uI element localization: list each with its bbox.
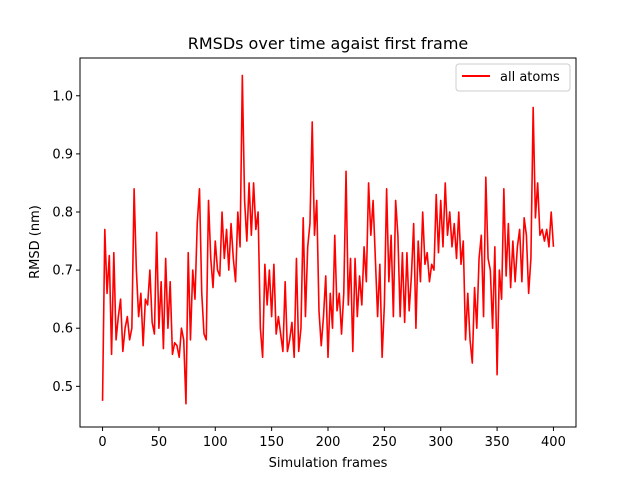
y-tick-label: 0.9 [52,147,73,162]
x-axis-label: Simulation frames [269,456,388,471]
x-tick-label: 250 [372,435,397,450]
x-tick-label: 100 [203,435,228,450]
y-tick-label: 0.5 [52,380,73,395]
legend-label-all-atoms: all atoms [500,70,560,85]
x-tick-label: 50 [151,435,168,450]
legend: all atoms [456,64,570,91]
y-tick-label: 1.0 [52,89,73,104]
chart-title: RMSDs over time agaist first frame [188,34,469,53]
axes-frame [80,58,576,427]
x-tick-label: 200 [316,435,341,450]
y-tick-label: 0.8 [52,205,73,220]
x-axis-ticks: 0 50 100 150 200 250 300 350 400 [98,427,565,450]
x-tick-label: 400 [541,435,566,450]
x-tick-label: 300 [428,435,453,450]
x-tick-label: 0 [98,435,106,450]
x-tick-label: 150 [259,435,284,450]
series-line-0 [103,75,554,403]
y-axis-label: RMSD (nm) [28,205,43,279]
y-tick-label: 0.6 [52,322,73,337]
plot-area [103,75,554,403]
y-tick-label: 0.7 [52,264,73,279]
x-tick-label: 350 [485,435,510,450]
y-axis-ticks: 0.5 0.6 0.7 0.8 0.9 1.0 [52,89,80,395]
